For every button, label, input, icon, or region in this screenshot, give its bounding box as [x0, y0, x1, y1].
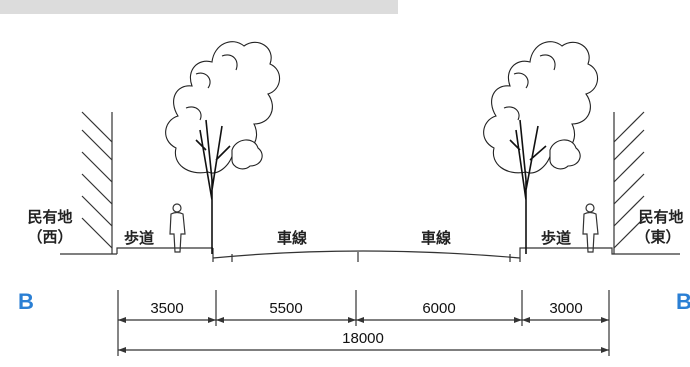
- east-property-wall: [613, 111, 645, 254]
- private-land-east-direction: （東）: [635, 228, 680, 246]
- pedestrian-left-icon: [169, 203, 186, 253]
- street-tree-left-icon: [165, 41, 281, 254]
- private-land-east-label: 民有地: [638, 208, 683, 226]
- dimension-lane-west: 5500: [269, 300, 302, 317]
- section-mark-right: B: [676, 289, 690, 314]
- ground-line: [60, 247, 680, 262]
- dimension-lines: [117, 290, 610, 356]
- dimension-sidewalk-west: 3500: [150, 300, 183, 317]
- street-tree-right-icon: [483, 41, 599, 254]
- private-land-west-label: 民有地: [27, 208, 72, 226]
- dimension-lane-east: 6000: [422, 300, 455, 317]
- section-mark-left: B: [18, 289, 34, 314]
- dimension-total-width: 18000: [342, 330, 384, 347]
- lane-right-label: 車線: [421, 229, 451, 247]
- pedestrian-right-icon: [582, 203, 599, 253]
- sidewalk-left-label: 歩道: [124, 229, 154, 247]
- dimension-sidewalk-east: 3000: [549, 300, 582, 317]
- lane-left-label: 車線: [277, 229, 307, 247]
- sidewalk-right-label: 歩道: [541, 229, 571, 247]
- top-banner: [0, 0, 398, 14]
- west-property-wall: [81, 111, 113, 254]
- private-land-west-direction: （西）: [27, 228, 72, 246]
